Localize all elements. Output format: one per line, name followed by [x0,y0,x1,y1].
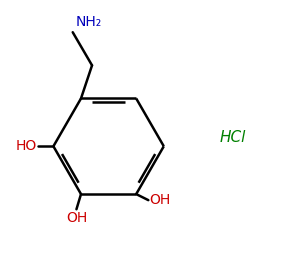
Text: NH₂: NH₂ [76,15,102,30]
Text: OH: OH [150,193,171,207]
Text: OH: OH [66,211,87,225]
Text: HO: HO [16,139,37,153]
Text: HCl: HCl [220,131,246,145]
